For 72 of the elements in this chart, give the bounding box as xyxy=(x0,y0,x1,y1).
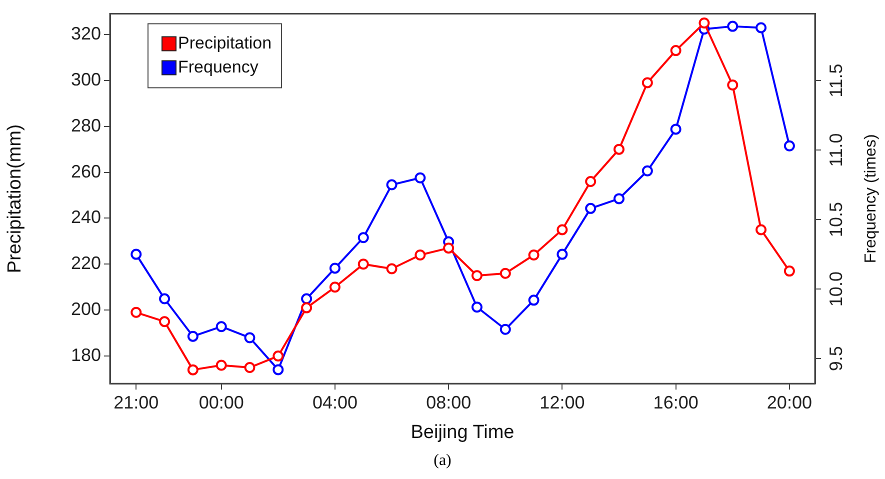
x-tick-label: 12:00 xyxy=(540,392,585,412)
point xyxy=(727,20,738,32)
y-tick-label: 180 xyxy=(70,345,101,366)
point xyxy=(414,172,426,184)
y2-tick-label: 11.5 xyxy=(826,64,846,98)
y-tick-label: 320 xyxy=(70,23,101,44)
point xyxy=(159,316,170,328)
point xyxy=(329,262,340,274)
y-tick-label: 280 xyxy=(70,115,101,136)
point xyxy=(784,140,795,152)
legend-label: Precipitation xyxy=(178,33,272,52)
point xyxy=(216,321,227,332)
point xyxy=(614,144,625,155)
point xyxy=(244,362,256,374)
point xyxy=(471,270,482,282)
point xyxy=(556,248,568,260)
point xyxy=(528,294,540,306)
point xyxy=(642,77,653,88)
x-tick-label: 04:00 xyxy=(312,392,358,412)
x-axis-title: Beijing Time xyxy=(410,422,514,443)
point xyxy=(301,293,312,304)
point xyxy=(500,268,511,279)
point xyxy=(585,176,596,187)
point xyxy=(130,248,142,260)
point xyxy=(528,249,540,260)
point xyxy=(443,242,454,254)
point xyxy=(159,293,170,304)
point xyxy=(301,302,312,314)
point xyxy=(329,282,340,293)
x-tick-label: 08:00 xyxy=(426,392,472,412)
point xyxy=(756,22,767,34)
point xyxy=(471,302,482,313)
point xyxy=(698,17,710,28)
point xyxy=(216,360,227,371)
point xyxy=(130,306,142,318)
legend-label: Frequency xyxy=(178,57,259,76)
x-tick-label: 16:00 xyxy=(653,392,698,412)
point xyxy=(670,124,682,135)
point xyxy=(756,224,767,236)
y2-tick-label: 10.5 xyxy=(826,202,846,238)
y2-tick-label: 10.0 xyxy=(826,272,846,307)
x-tick-label: 20:00 xyxy=(766,392,812,412)
y-tick-label: 260 xyxy=(70,161,101,182)
y-tick-label: 300 xyxy=(70,69,101,90)
x-tick-label: 00:00 xyxy=(198,392,244,412)
point xyxy=(272,364,284,376)
point xyxy=(414,249,426,260)
y2-tick-label: 11.0 xyxy=(826,133,846,167)
y-tick-label: 240 xyxy=(70,207,101,228)
point xyxy=(187,364,198,376)
y2-axis-title: Frequency (times) xyxy=(862,134,880,264)
point xyxy=(585,202,596,214)
point xyxy=(642,165,653,176)
point xyxy=(670,45,682,56)
y2-tick-label: 9.5 xyxy=(826,346,846,372)
point xyxy=(727,80,738,91)
x-tick-label: 21:00 xyxy=(114,392,159,412)
point xyxy=(614,193,625,204)
point xyxy=(187,330,198,342)
y-axis-title: Precipitation(mm) xyxy=(4,124,26,274)
point xyxy=(784,266,795,277)
text: (a) xyxy=(432,452,452,470)
point xyxy=(358,232,369,244)
point xyxy=(272,350,284,362)
point xyxy=(386,179,398,190)
y-tick-label: 200 xyxy=(70,299,101,320)
point xyxy=(500,324,511,335)
point xyxy=(358,258,369,270)
y-tick-label: 220 xyxy=(70,253,101,274)
point xyxy=(386,263,398,274)
point xyxy=(244,332,256,344)
point xyxy=(556,224,568,236)
